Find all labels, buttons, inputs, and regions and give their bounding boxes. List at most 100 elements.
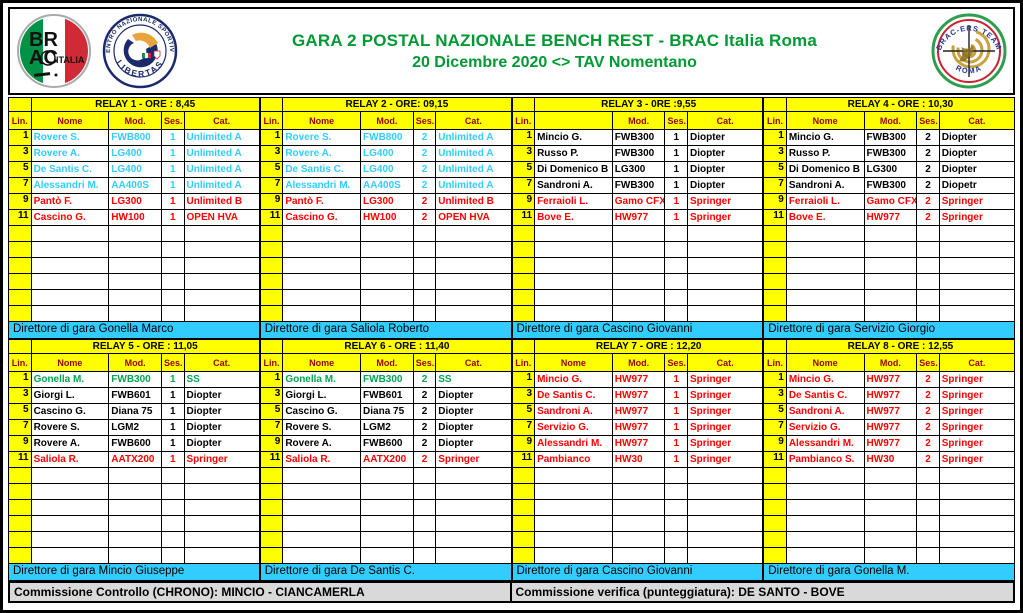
- lane-number: 7: [8, 177, 32, 194]
- shooter-row: 5 De Santis C. LG400 2 Unlimited A: [259, 161, 512, 178]
- rifle-model: Gamo CFX: [611, 193, 666, 210]
- category-value: Springer: [686, 193, 764, 210]
- empty-cell: [534, 225, 613, 242]
- column-header: Lin.: [511, 353, 536, 372]
- lane-number: 5: [511, 403, 536, 420]
- empty-cell: [30, 483, 110, 500]
- shooter-name: Cascino G.: [282, 403, 362, 420]
- empty-cell: [108, 273, 162, 290]
- empty-lane-row: [511, 531, 764, 548]
- empty-cell: [938, 515, 1016, 532]
- column-header: Mod.: [108, 353, 162, 372]
- empty-cell: [938, 225, 1016, 242]
- shooter-name: Cascino G.: [30, 209, 110, 226]
- shooter-row: 5 Sandroni A. HW977 1 Springer: [511, 403, 764, 420]
- session-value: 2: [916, 129, 940, 146]
- rifle-model: HW977: [611, 387, 666, 404]
- empty-cell: [183, 273, 260, 290]
- relay-3-table: RELAY 3 - 0RE :9,55 Lin. Mod. Ses. Cat. 1 Minc…: [511, 97, 764, 322]
- rifle-model: HW977: [863, 419, 918, 436]
- empty-cell: [435, 241, 512, 258]
- shooter-row: 9 Pantò F. LG300 1 Unlimited B: [8, 193, 260, 210]
- empty-lane-row: [511, 241, 764, 258]
- empty-cell: [160, 483, 185, 500]
- lane-number: 1: [511, 371, 536, 388]
- shooter-row: 5 Cascino G. Diana 75 1 Diopter: [8, 403, 260, 420]
- column-header: Mod.: [108, 111, 162, 130]
- column-header-row: Lin. Nome Mod. Ses. Cat.: [511, 353, 764, 372]
- column-header: Cat.: [686, 353, 764, 372]
- empty-cell: [435, 531, 512, 548]
- empty-lane-row: [763, 273, 1016, 290]
- shooter-row: 3 Russo P. FWB300 2 Diopter: [763, 145, 1016, 162]
- relay-title: RELAY 6 - ORE : 11,40: [282, 339, 512, 354]
- brac-italia-label: ITALIA: [56, 55, 85, 65]
- empty-cell: [686, 225, 764, 242]
- empty-lane-row: [259, 257, 512, 274]
- relay-title: RELAY 8 - ORE : 12,55: [785, 339, 1016, 354]
- empty-cell: [183, 515, 260, 532]
- empty-lane-cell: [763, 531, 787, 548]
- rifle-model: FWB601: [360, 387, 414, 404]
- empty-cell: [938, 273, 1016, 290]
- relay-grid-top: RELAY 1 - ORE : 8,45 Lin. Nome Mod. Ses. Cat.…: [8, 97, 1016, 339]
- shooter-row: 5 Di Domenico B LG300 1 Diopter: [511, 161, 764, 178]
- category-value: Unlimited A: [435, 145, 512, 162]
- empty-cell: [938, 257, 1016, 274]
- empty-cell: [664, 531, 688, 548]
- empty-cell: [412, 257, 437, 274]
- lane-number: 9: [259, 435, 284, 452]
- empty-lane-cell: [8, 515, 32, 532]
- empty-cell: [785, 225, 865, 242]
- empty-lane-cell: [8, 289, 32, 306]
- relay-section-4: RELAY 4 - ORE : 10,30 Lin. Nome Mod. Ses. Cat…: [763, 97, 1016, 339]
- empty-cell: [30, 531, 110, 548]
- empty-cell: [282, 499, 362, 516]
- empty-cell: [611, 225, 666, 242]
- empty-cell: [435, 467, 512, 484]
- empty-cell: [412, 241, 437, 258]
- column-header-row: Lin. Nome Mod. Ses. Cat.: [8, 111, 260, 130]
- rifle-model: FWB300: [360, 371, 414, 388]
- shooter-name: Russo P.: [785, 145, 865, 162]
- shooter-row: 9 Ferraioli L. Gamo CFX 2 Springer: [763, 193, 1016, 210]
- empty-cell: [863, 305, 918, 322]
- shooter-name: Di Domenico B: [534, 161, 613, 178]
- empty-cell: [30, 499, 110, 516]
- session-value: 1: [664, 193, 688, 210]
- empty-cell: [435, 273, 512, 290]
- empty-cell: [108, 305, 162, 322]
- shooter-name: Pantò F.: [30, 193, 110, 210]
- session-value: 1: [664, 435, 688, 452]
- empty-cell: [534, 241, 613, 258]
- empty-cell: [785, 289, 865, 306]
- empty-cell: [435, 225, 512, 242]
- empty-lane-row: [259, 289, 512, 306]
- empty-lane-row: [259, 547, 512, 564]
- empty-cell: [360, 547, 414, 564]
- session-value: 2: [916, 193, 940, 210]
- relay-title: RELAY 4 - ORE : 10,30: [785, 97, 1016, 112]
- empty-lane-cell: [8, 273, 32, 290]
- shooter-row: 9 Pantò F. LG300 2 Unlimited B: [259, 193, 512, 210]
- empty-lane-row: [511, 305, 764, 322]
- empty-cell: [863, 225, 918, 242]
- lane-number: 3: [511, 387, 536, 404]
- empty-cell: [30, 257, 110, 274]
- empty-cell: [183, 499, 260, 516]
- category-value: Diopter: [183, 419, 260, 436]
- lane-number: 11: [8, 451, 32, 468]
- empty-cell: [863, 467, 918, 484]
- lane-number: 11: [8, 209, 32, 226]
- empty-cell: [360, 273, 414, 290]
- column-header: Cat.: [183, 353, 260, 372]
- empty-lane-cell: [259, 467, 284, 484]
- shooter-name: Rovere S.: [282, 419, 362, 436]
- column-header-row: Lin. Nome Mod. Ses. Cat.: [8, 353, 260, 372]
- empty-lane-row: [763, 531, 1016, 548]
- rifle-model: HW977: [863, 403, 918, 420]
- category-value: Springer: [686, 371, 764, 388]
- column-header: Mod.: [863, 111, 918, 130]
- shooter-name: Di Domenico B: [785, 161, 865, 178]
- rifle-model: HW977: [611, 209, 666, 226]
